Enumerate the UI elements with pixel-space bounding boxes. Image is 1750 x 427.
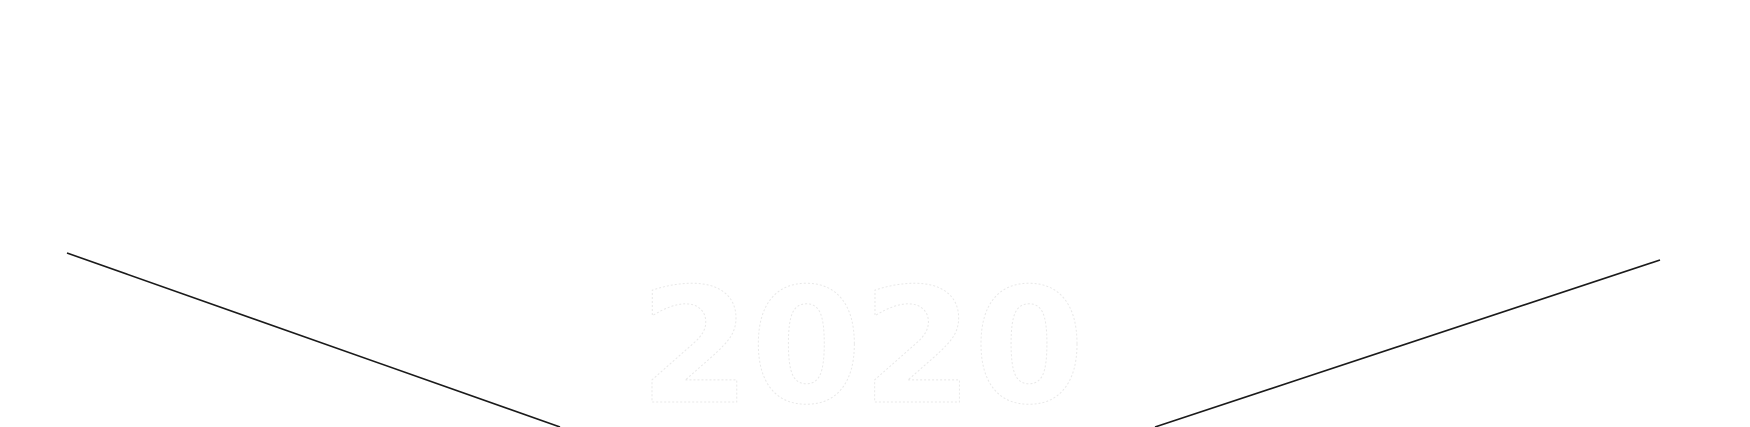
year-heading: 2020 (639, 253, 1084, 427)
left-diagonal-line (66, 252, 561, 427)
right-diagonal-line (1154, 259, 1661, 427)
